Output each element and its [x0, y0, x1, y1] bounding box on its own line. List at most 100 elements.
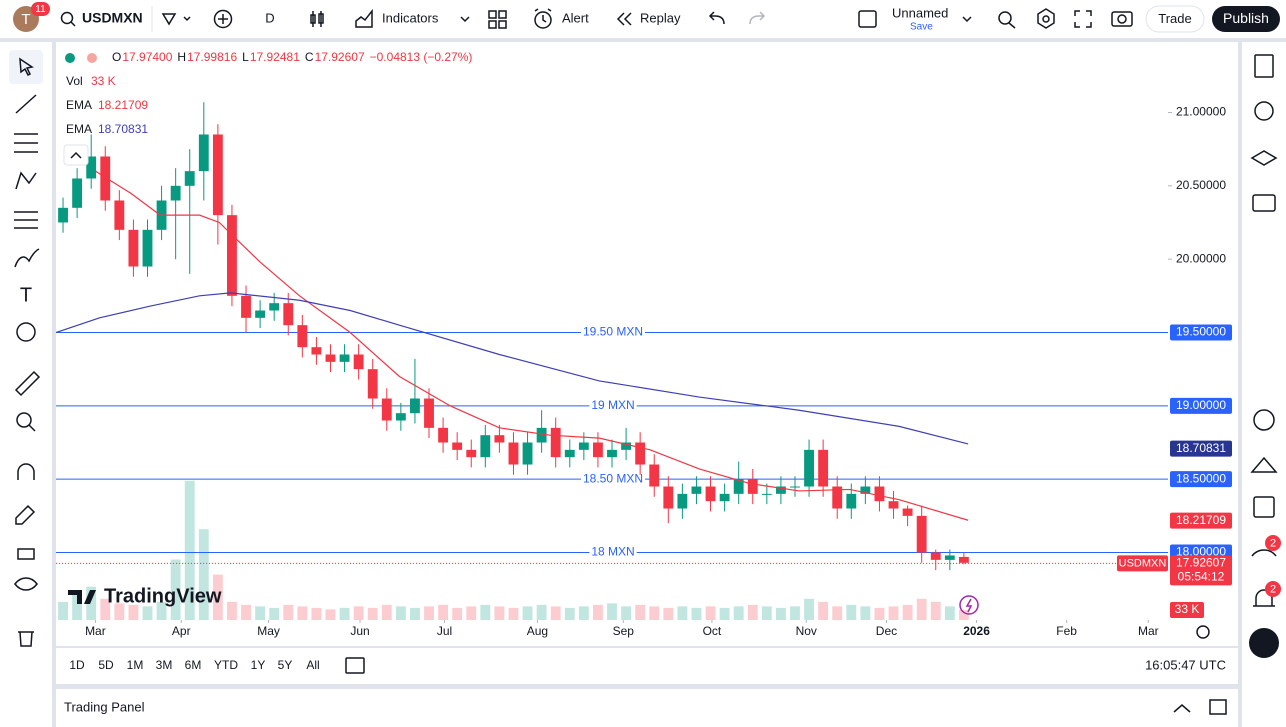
brush-tool[interactable] — [14, 248, 40, 268]
candle-body — [888, 501, 899, 509]
apps-button[interactable] — [1249, 628, 1279, 658]
volume-bar — [944, 606, 955, 620]
symbol-type-icon[interactable] — [161, 13, 177, 26]
collapse-icon[interactable] — [1173, 704, 1191, 713]
candle-body — [832, 486, 843, 509]
alert-button[interactable]: Alert — [562, 10, 589, 25]
replay-button[interactable]: Replay — [640, 10, 681, 25]
maximize-icon[interactable] — [1209, 699, 1227, 715]
stream-icon[interactable] — [1251, 549, 1277, 557]
candle-body — [241, 295, 251, 318]
candle-body — [944, 555, 955, 560]
candle-body — [607, 449, 617, 458]
range-button[interactable]: 1D — [69, 658, 85, 672]
compare-icon[interactable] — [213, 9, 233, 29]
redo-icon[interactable] — [749, 11, 766, 25]
publish-button[interactable] — [1212, 6, 1280, 32]
prediction-tool[interactable] — [14, 211, 38, 229]
volume-tag — [1170, 602, 1204, 619]
range-button[interactable]: 1Y — [251, 658, 266, 672]
search-icon — [70, 21, 76, 27]
symbol[interactable]: USDMXN — [82, 10, 143, 26]
candle-body — [128, 229, 139, 267]
ruler-tool[interactable] — [14, 370, 41, 397]
level-label: 18 MXN — [591, 545, 634, 559]
trendline-tool[interactable] — [15, 94, 37, 114]
ideas-icon[interactable] — [1250, 456, 1278, 473]
axis-tag — [1170, 397, 1232, 414]
snapshot-icon[interactable] — [1111, 11, 1133, 27]
watchlist-icon[interactable] — [1254, 54, 1274, 78]
target-icon[interactable] — [1253, 409, 1275, 431]
candle-body — [142, 229, 153, 267]
magnet-tool[interactable] — [17, 463, 35, 480]
chart-type-icon[interactable] — [310, 11, 324, 27]
volume-bar — [550, 606, 561, 620]
legend-collapse[interactable] — [63, 144, 89, 166]
range-button[interactable]: 5D — [98, 658, 114, 672]
candle-body — [452, 442, 463, 450]
legend-collapse-icon — [70, 151, 82, 159]
lock-tool[interactable] — [17, 548, 35, 560]
volume-bar — [410, 607, 420, 620]
range-button[interactable]: 6M — [185, 658, 202, 672]
legend-volume-label: Vol — [66, 74, 83, 88]
layout-name[interactable]: Unnamed — [892, 5, 948, 20]
x-tick-label: Dec — [876, 624, 897, 638]
fullscreen-icon[interactable] — [1074, 10, 1092, 28]
text-tool[interactable]: T — [20, 284, 32, 306]
quick-search-icon[interactable] — [998, 11, 1012, 25]
trading-panel-bar — [56, 689, 1238, 727]
candle-body — [846, 493, 857, 509]
candle-body — [410, 398, 420, 414]
legend-key: L — [242, 50, 249, 64]
alerts-icon[interactable] — [1254, 101, 1274, 121]
undo-icon[interactable] — [708, 11, 725, 25]
pattern-tool[interactable] — [15, 171, 37, 190]
x-tick-label: Jul — [437, 624, 452, 638]
volume-bar — [663, 607, 674, 620]
range-button[interactable]: 3M — [156, 658, 173, 672]
settings-icon[interactable] — [1037, 8, 1055, 29]
trading-panel[interactable]: Trading Panel — [64, 699, 145, 714]
date-range-icon[interactable] — [345, 657, 365, 674]
save-label[interactable]: Save — [910, 22, 933, 33]
cursor-tool[interactable] — [19, 57, 34, 77]
calendar-icon[interactable] — [1253, 496, 1275, 518]
event-icon[interactable] — [959, 595, 979, 615]
candle-body — [705, 486, 716, 502]
countdown: 05:54:12 — [1178, 570, 1225, 584]
volume-bar — [719, 607, 730, 620]
x-tick-label: 2026 — [963, 624, 990, 638]
candle-body — [508, 442, 519, 465]
emoji-tool[interactable] — [16, 322, 36, 342]
chat-icon[interactable] — [1252, 194, 1276, 212]
range-button[interactable]: 1M — [127, 658, 144, 672]
legend-value: 17.92607 — [315, 50, 365, 64]
candle-body — [72, 178, 83, 208]
badge-count: 2 — [1270, 537, 1276, 549]
candle-body — [100, 156, 111, 201]
templates-icon[interactable] — [488, 10, 507, 29]
zoom-tool[interactable] — [16, 412, 32, 428]
volume-bar — [325, 609, 336, 620]
draw-mode-tool[interactable] — [15, 504, 36, 525]
interval[interactable]: D — [265, 10, 274, 25]
delete-tool[interactable] — [18, 631, 34, 647]
fib-tool[interactable] — [14, 133, 38, 153]
volume-bar — [212, 574, 223, 620]
range-button[interactable]: All — [306, 658, 319, 672]
volume-bar — [170, 559, 181, 620]
layout-icon[interactable] — [858, 10, 877, 28]
volume-bar — [395, 606, 406, 620]
visibility-tool[interactable] — [14, 577, 38, 591]
candle-body — [958, 556, 969, 563]
indicators-button[interactable]: Indicators — [382, 10, 439, 25]
range-button[interactable]: YTD — [214, 658, 238, 672]
axis-settings[interactable] — [1196, 625, 1210, 639]
indicators-icon — [355, 8, 373, 28]
range-button[interactable]: 5Y — [278, 658, 293, 672]
trade-button[interactable] — [1145, 5, 1205, 33]
layers-icon[interactable] — [1250, 150, 1278, 166]
